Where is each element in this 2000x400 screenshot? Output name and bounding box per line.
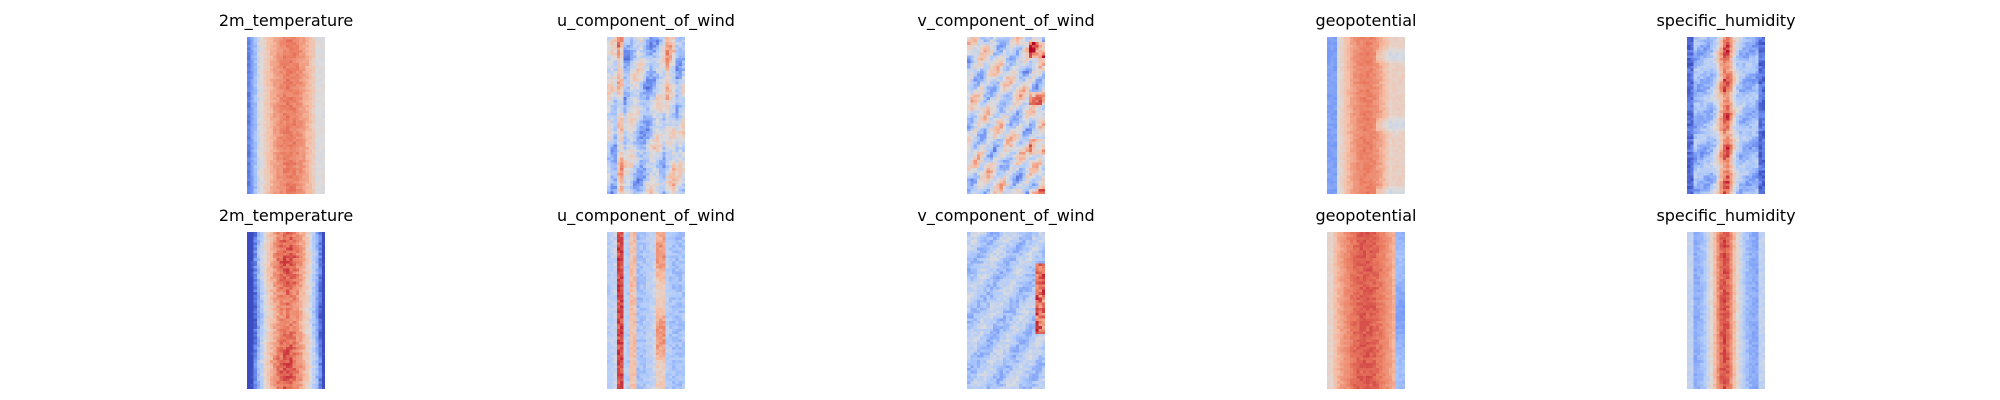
heatmap-image [1327, 37, 1405, 194]
heatmap-image [607, 37, 685, 194]
heatmap-image [607, 232, 685, 389]
heatmap-image [1327, 232, 1405, 389]
heatmap-2m-temperature-row1 [247, 37, 325, 194]
heatmap-u-component-of-wind-row2 [607, 232, 685, 389]
heatmap-v-component-of-wind-row1 [967, 37, 1045, 194]
panel-title: u_component_of_wind [557, 206, 735, 225]
heatmap-specific-humidity-row2 [1687, 232, 1765, 389]
panel-title: u_component_of_wind [557, 11, 735, 30]
heatmap-image [247, 232, 325, 389]
panel-title: 2m_temperature [218, 11, 354, 30]
panel-title: specific_humidity [1656, 11, 1796, 30]
panel-title: geopotential [1315, 11, 1417, 30]
heatmap-geopotential-row1 [1327, 37, 1405, 194]
heatmap-image [247, 37, 325, 194]
panel-title: 2m_temperature [218, 206, 354, 225]
heatmap-image [1687, 37, 1765, 194]
heatmap-image [1687, 232, 1765, 389]
heatmap-image [967, 37, 1045, 194]
panel-title: geopotential [1315, 206, 1417, 225]
heatmap-2m-temperature-row2 [247, 232, 325, 389]
heatmap-u-component-of-wind-row1 [607, 37, 685, 194]
panel-title: specific_humidity [1656, 206, 1796, 225]
heatmap-geopotential-row2 [1327, 232, 1405, 389]
heatmap-image [967, 232, 1045, 389]
heatmap-v-component-of-wind-row2 [967, 232, 1045, 389]
panel-title: v_component_of_wind [917, 11, 1095, 30]
panel-title: v_component_of_wind [917, 206, 1095, 225]
heatmap-specific-humidity-row1 [1687, 37, 1765, 194]
